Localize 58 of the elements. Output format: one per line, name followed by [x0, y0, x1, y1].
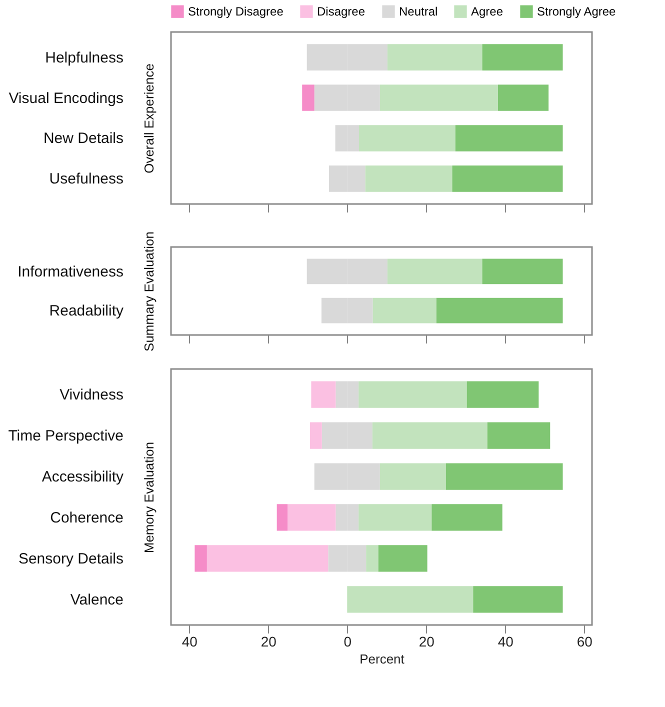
bar	[194, 545, 207, 572]
x-tick-label: 20	[418, 634, 435, 650]
y-tick-label: New Details	[43, 130, 124, 148]
bar	[276, 504, 288, 531]
bar	[387, 44, 482, 70]
bar	[358, 381, 467, 408]
x-tick-label: 20	[260, 634, 277, 650]
x-tick-label: 40	[182, 634, 198, 650]
legend-label: Strongly Agree	[537, 4, 616, 19]
bar	[466, 381, 539, 408]
x-axis-title: Percent	[360, 652, 405, 666]
y-tick-label: Accessibility	[42, 468, 124, 486]
bar	[206, 545, 328, 572]
bar	[387, 258, 482, 284]
bar	[378, 545, 428, 572]
bar	[288, 504, 336, 531]
bar	[452, 166, 563, 192]
bar	[347, 586, 474, 613]
bar	[311, 381, 336, 408]
bar	[482, 44, 563, 70]
y-tick-label: Time Perspective	[8, 428, 124, 445]
bar	[358, 504, 432, 531]
bar	[380, 463, 446, 490]
bar	[358, 125, 456, 152]
bar	[302, 84, 314, 111]
bar	[372, 422, 488, 449]
legend-label: Strongly Disagree	[188, 4, 284, 19]
y-axis-title: Memory Evaluation	[142, 442, 156, 554]
y-tick-label: Informativeness	[18, 263, 124, 280]
legend-label: Neutral	[399, 4, 438, 19]
bar	[366, 545, 378, 572]
y-tick-label: Readability	[49, 302, 124, 320]
y-axis-title: Summary Evaluation	[142, 232, 156, 352]
bar	[380, 84, 498, 111]
x-tick-label: 40	[498, 634, 514, 650]
bar	[436, 298, 563, 324]
x-tick-label: 60	[576, 634, 593, 650]
y-tick-label: Valence	[70, 591, 124, 608]
bar	[432, 504, 502, 531]
bar	[372, 298, 436, 324]
bar	[482, 258, 563, 284]
bar	[498, 84, 549, 111]
bar	[455, 125, 563, 152]
bar	[365, 166, 452, 192]
y-tick-label: Visual Encodings	[8, 90, 124, 107]
legend-label: Disagree	[317, 4, 366, 19]
legend-label: Agree	[471, 4, 504, 19]
bar	[473, 586, 563, 613]
y-tick-label: Usefulness	[49, 170, 124, 188]
x-tick-label: 0	[344, 634, 352, 650]
y-tick-label: Coherence	[50, 509, 124, 526]
y-tick-label: Helpfulness	[45, 49, 124, 66]
bar	[446, 463, 563, 490]
y-tick-label: Sensory Details	[18, 550, 124, 568]
y-tick-label: Vividness	[60, 386, 124, 404]
bar	[487, 422, 550, 449]
bar	[310, 422, 322, 449]
y-axis-title: Overall Experience	[142, 64, 156, 174]
